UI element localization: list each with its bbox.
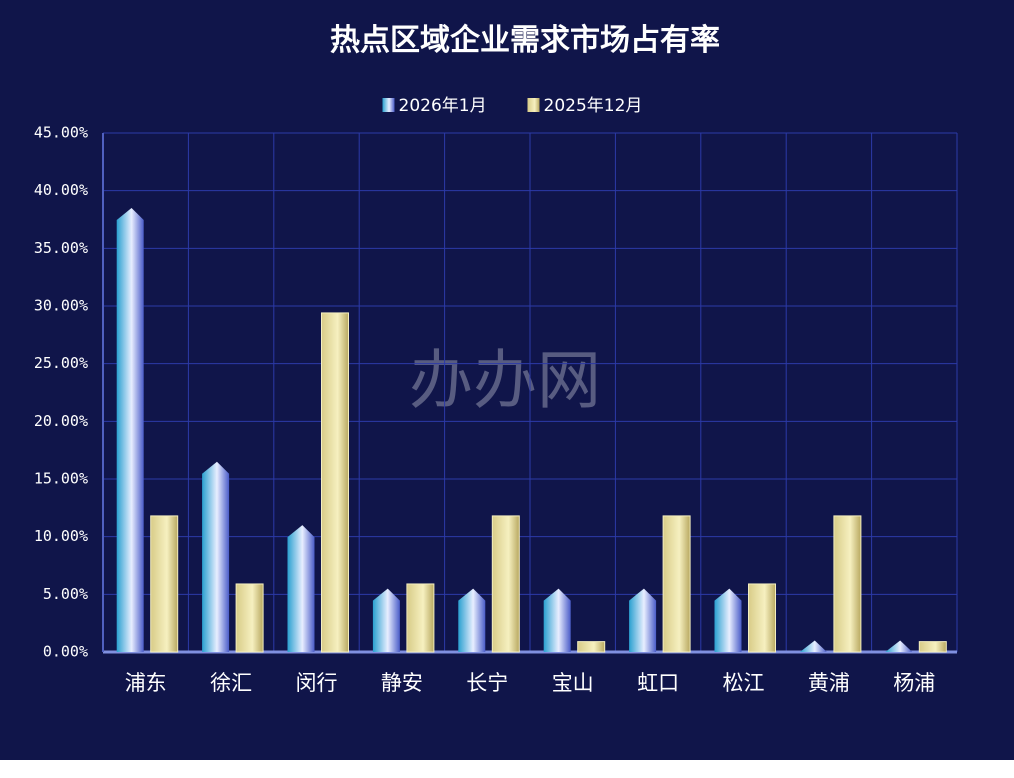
- y-tick-label: 45.00%: [34, 124, 88, 142]
- legend-label: 2026年1月: [399, 96, 487, 116]
- y-tick-label: 10.00%: [34, 527, 88, 545]
- x-tick-label: 长宁: [466, 671, 508, 695]
- bar: [116, 207, 144, 652]
- bar: [662, 515, 691, 653]
- y-tick-label: 20.00%: [34, 412, 88, 430]
- bar: [150, 515, 179, 653]
- y-tick-label: 25.00%: [34, 354, 88, 372]
- bar: [918, 641, 947, 653]
- bar: [491, 515, 520, 653]
- x-tick-label: 静安: [381, 671, 423, 695]
- y-tick-label: 35.00%: [34, 239, 88, 257]
- x-tick-label: 宝山: [552, 671, 594, 695]
- chart-title: 热点区域企业需求市场占有率: [330, 23, 720, 58]
- y-tick-label: 0.00%: [43, 643, 88, 661]
- bar: [321, 312, 349, 653]
- x-tick-label: 黄浦: [808, 671, 850, 695]
- bar: [577, 641, 606, 653]
- x-tick-label: 杨浦: [893, 671, 935, 695]
- y-tick-label: 30.00%: [34, 297, 88, 315]
- x-tick-label: 闵行: [296, 671, 338, 695]
- x-tick-label: 松江: [723, 671, 765, 695]
- legend-swatch: [382, 98, 395, 112]
- bar: [748, 583, 776, 653]
- bar: [833, 515, 862, 653]
- x-tick-label: 虹口: [637, 671, 679, 695]
- x-tick-label: 浦东: [125, 671, 167, 695]
- bar: [287, 525, 315, 652]
- bar: [799, 640, 827, 652]
- y-tick-label: 15.00%: [34, 470, 88, 488]
- bar: [629, 588, 657, 652]
- bar: [458, 588, 486, 652]
- bar: [885, 640, 913, 652]
- y-tick-label: 40.00%: [34, 181, 88, 199]
- watermark: 办办网: [409, 345, 601, 419]
- y-tick-label: 5.00%: [43, 585, 88, 603]
- legend-label: 2025年12月: [544, 96, 643, 116]
- legend-swatch: [527, 98, 540, 112]
- bar: [235, 583, 264, 653]
- bar: [406, 583, 435, 653]
- bar: [372, 588, 400, 652]
- bar: [543, 588, 571, 652]
- x-tick-label: 徐汇: [210, 671, 252, 695]
- bar: [202, 461, 230, 652]
- bar: [714, 588, 742, 652]
